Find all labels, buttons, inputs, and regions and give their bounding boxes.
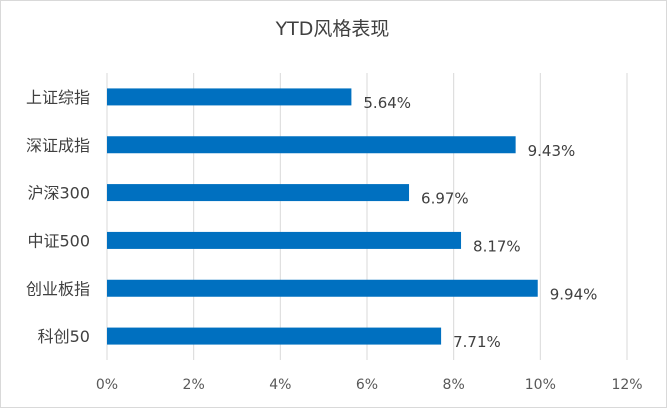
category-label: 沪深300 — [27, 184, 90, 203]
x-tick-label: 12% — [611, 377, 642, 393]
data-label: 6.97% — [421, 190, 469, 208]
bar — [107, 279, 538, 297]
x-tick-label: 6% — [356, 377, 378, 393]
data-label: 8.17% — [473, 237, 521, 255]
x-tick-label: 2% — [183, 377, 205, 393]
chart-title: YTD风格表现 — [275, 18, 390, 40]
category-label: 中证500 — [27, 231, 90, 250]
category-label: 科创50 — [38, 327, 90, 346]
gridlines — [106, 73, 628, 360]
x-tick-label: 4% — [269, 377, 291, 393]
bar — [107, 184, 410, 202]
bar — [107, 231, 462, 249]
category-label: 上证综指 — [26, 88, 90, 107]
x-tick-label: 10% — [525, 377, 556, 393]
bar — [107, 88, 352, 106]
x-axis-tick-labels: 0% 2% 4% 6% 8% 10% 12% — [96, 377, 643, 393]
data-labels: 5.64% 9.43% 6.97% 8.17% 9.94% 7.71% — [363, 94, 597, 351]
bar — [107, 136, 516, 154]
category-label: 创业板指 — [26, 279, 90, 298]
data-label: 5.64% — [363, 94, 411, 112]
data-label: 9.94% — [550, 285, 598, 303]
data-label: 7.71% — [453, 333, 501, 351]
data-label: 9.43% — [528, 142, 576, 160]
bar — [107, 327, 442, 345]
x-tick-label: 0% — [96, 377, 118, 393]
bars — [107, 88, 538, 345]
category-label: 深证成指 — [26, 136, 90, 155]
x-tick-label: 8% — [443, 377, 465, 393]
